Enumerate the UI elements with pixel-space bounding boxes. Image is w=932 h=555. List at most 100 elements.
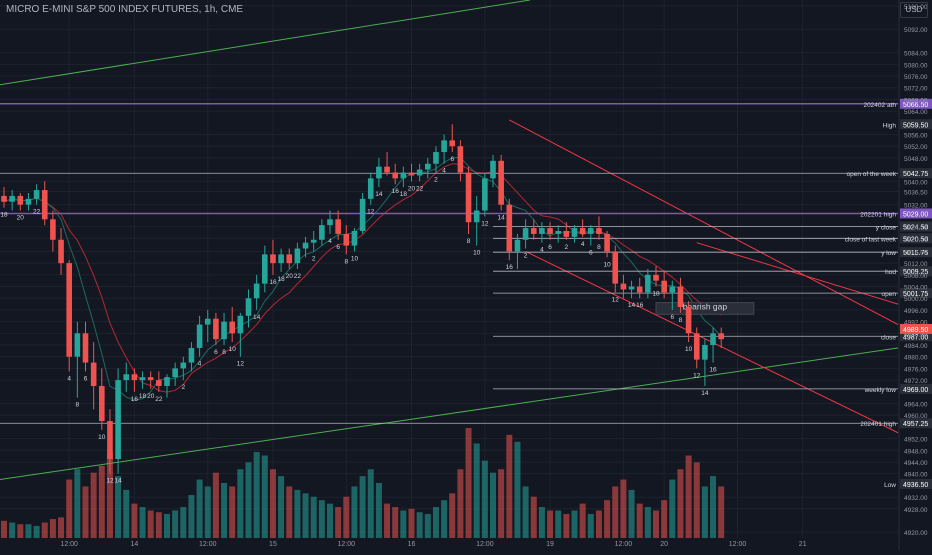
level-price-tag	[900, 247, 932, 258]
x-tick-label: 16	[408, 541, 416, 548]
candle-body	[286, 254, 293, 264]
candle-body	[196, 324, 203, 348]
bearish-gap-box	[655, 302, 755, 315]
red-channel-top	[509, 119, 899, 325]
candle-body	[400, 172, 407, 179]
bar-count-label: 16	[506, 264, 514, 271]
volume-bar	[90, 472, 97, 538]
volume-bar	[212, 472, 219, 538]
candle-body	[522, 228, 529, 240]
candle-body	[188, 347, 195, 363]
volume-bar	[522, 486, 529, 538]
candle-body	[74, 333, 81, 357]
y-tick-label: 5052.00	[904, 144, 928, 151]
symbol-title: MICRO E-MINI S&P 500 INDEX FUTURES, 1h, …	[6, 4, 244, 15]
volume-bar	[457, 469, 464, 538]
bar-count-label: 14	[628, 302, 636, 309]
level-price-label: 5042.75	[903, 171, 928, 178]
volume-bar	[351, 486, 358, 538]
candle-body	[612, 251, 619, 284]
candle-body	[620, 283, 627, 290]
y-tick-label: 5000.00	[904, 296, 928, 303]
volume-bar	[58, 517, 65, 538]
candle-body	[669, 286, 676, 293]
candle-body	[58, 239, 64, 264]
level-name: y close	[876, 225, 897, 232]
bar-count-label: 20	[408, 185, 416, 192]
candle-body	[33, 190, 40, 199]
volume-bar	[115, 476, 122, 538]
y-tick-label: 5036.50	[904, 190, 928, 197]
volume-bar	[327, 503, 333, 538]
volume-bar	[514, 441, 521, 538]
bar-count-label: 6	[548, 244, 552, 251]
y-tick-label: 5056.00	[904, 133, 928, 140]
candle-body	[563, 230, 570, 237]
candle-body	[204, 318, 211, 325]
bar-count-label: 18	[277, 276, 285, 283]
volume-bar	[155, 512, 162, 538]
volume-bar	[359, 476, 366, 538]
bar-count-label: 20	[286, 273, 294, 280]
y-tick-label: 5008.00	[904, 273, 928, 280]
volume-bar	[1, 520, 7, 538]
bar-count-label: 2	[565, 244, 569, 251]
bar-count-label: 16	[709, 367, 717, 374]
level-price-tag	[900, 221, 932, 232]
level-name: y low	[881, 250, 896, 257]
volume-bar	[180, 507, 187, 538]
candle-body	[384, 166, 390, 173]
candle-body	[319, 225, 325, 240]
y-tick-label: 5012.00	[904, 261, 928, 268]
volume-bar	[506, 434, 513, 538]
candle-body	[343, 233, 350, 246]
y-tick-label: 4952.00	[904, 437, 928, 444]
y-tick-label: 4944.00	[904, 460, 928, 467]
volume-bar	[123, 489, 130, 538]
volume-bar	[131, 503, 138, 538]
bar-count-label: 4	[581, 241, 585, 248]
volume-bar	[644, 507, 651, 538]
volume-bar	[237, 469, 244, 538]
volume-bar	[172, 510, 179, 538]
y-tick-label: 5072.00	[904, 86, 928, 93]
current-price-badge	[900, 323, 932, 334]
volume-bar	[25, 524, 32, 538]
volume-bar	[318, 500, 325, 538]
y-tick-label: 4976.00	[904, 366, 928, 373]
volume-bar	[432, 507, 439, 538]
candle-body	[392, 172, 398, 179]
candle-body	[653, 274, 659, 281]
volume-bar	[74, 469, 81, 538]
level-price-tag	[900, 383, 932, 394]
volume-bar	[473, 443, 480, 538]
bar-count-label: 12	[106, 478, 114, 485]
y-tick-label: 4980.00	[904, 355, 928, 362]
volume-bar	[343, 496, 350, 538]
volume-bar	[587, 513, 594, 538]
bar-count-label: 22	[416, 185, 424, 192]
volume-bar	[424, 513, 431, 538]
candle-body	[351, 230, 358, 246]
candle-body	[82, 333, 89, 363]
x-tick-label: 15	[269, 541, 277, 548]
x-tick-label: 12:00	[615, 541, 633, 548]
bar-count-label: 12	[693, 372, 701, 379]
candle-body	[25, 198, 32, 205]
bar-count-label: 18	[0, 212, 8, 219]
volume-bar	[204, 486, 211, 538]
candle-body	[9, 195, 15, 202]
candle-body	[645, 274, 651, 293]
red-trendline-inner	[696, 242, 899, 305]
currency-button[interactable]: USD	[900, 2, 928, 18]
volume-bar	[221, 483, 228, 538]
bearish-gap-label: bearish gap	[683, 302, 728, 312]
volume-bar	[490, 472, 496, 538]
bar-count-label: 22	[155, 396, 163, 403]
bar-count-label: 14	[701, 390, 709, 397]
level-name: 202402 ath	[863, 102, 896, 109]
level-price-tag	[900, 98, 932, 109]
candle-body	[139, 377, 146, 381]
